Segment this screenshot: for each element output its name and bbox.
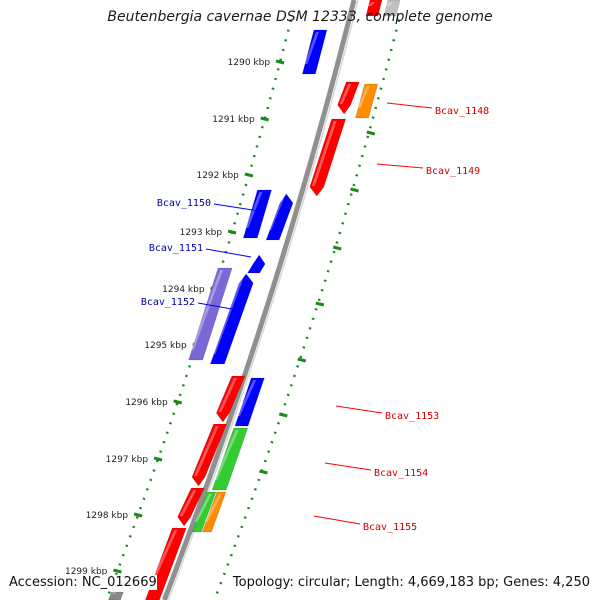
gene-bcav-1149 [309,118,347,197]
scale-tick-label: 1294 kbp [162,285,205,295]
scale-tick-mark [244,172,254,178]
gene-label-leader [213,203,260,212]
gene-bcav-1153-red [216,375,246,423]
scale-tick-label: 1296 kbp [125,398,168,408]
scale-tick-label: 1290 kbp [228,58,271,68]
gene-label-forward: Bcav_1155 [363,522,417,533]
gene-bcav-1152-blue [209,273,254,365]
gene-top-red [365,0,383,17]
scale-tick-mark [227,229,237,235]
gene-top-gray [383,0,401,17]
gene-bcav-1154-red-highlight [194,426,219,476]
map-title: Beutenbergia cavernae DSM 12333, complet… [107,9,493,25]
gene-bcav-1155-orange-highlight [204,494,222,522]
gene-bcav-1149-highlight [311,121,337,186]
gene-bcav-1150-b [265,193,294,241]
gene-bcav-1151-highlight [249,257,259,263]
scale-tick-mark [173,399,183,405]
gene-bcav-1154-red [191,423,228,487]
gene-reverse-1289 [302,29,328,75]
gene-bottom-gray [108,591,124,600]
scale-tick-label: 1297 kbp [106,455,149,465]
outer-track-dash [350,187,359,193]
accession-text: Accession: NC_012669 [9,575,157,590]
genome-backbone [162,0,357,600]
outer-track-dash [366,130,376,136]
gene-bottom-gray-highlight [110,590,117,594]
outer-track-dash [259,469,268,475]
gene-bcav-1155-green-highlight [194,494,212,522]
outer-track-dash [332,245,342,251]
outer-dotted-guide [213,19,401,600]
gene-bcav-1152-purple [188,267,233,361]
gene-bcav-1148-orange [355,83,379,119]
gene-label-forward: Bcav_1154 [374,468,428,479]
scale-tick-label: 1291 kbp [212,115,255,125]
gene-bcav-1153-blue-highlight [237,380,257,416]
scale-tick-label: 1298 kbp [86,511,129,521]
gene-bcav-1155-orange [201,491,227,533]
gene-top-gray-highlight [386,2,393,6]
gene-label-leader [386,102,433,109]
gene-bcav-1152-blue-highlight [212,276,245,354]
gene-reverse-1289-highlight [304,32,319,64]
scale-tick-label: 1292 kbp [196,171,239,181]
scale-tick-mark [275,59,285,65]
gene-bcav-1154-green [211,427,249,491]
gene-label-leader [335,405,383,414]
scale-tick-mark [133,512,143,518]
gene-bcav-1154-green-highlight [214,430,239,480]
outer-track-dash [278,412,288,418]
gene-label-forward: Bcav_1149 [426,166,480,177]
outer-track-dash [297,357,307,363]
gene-label-leader [197,302,244,312]
gene-label-leader [324,462,372,471]
scale-tick-mark [113,568,122,574]
gene-label-leader [205,248,252,258]
gene-top-red-highlight [368,2,375,6]
scale-tick-label: 1293 kbp [180,228,223,238]
gene-bcav-1153-red-highlight [218,378,237,412]
scale-tick-label: 1295 kbp [144,341,187,351]
gene-label-forward: Bcav_1148 [435,106,489,117]
gene-bcav-1152-purple-highlight [190,270,224,350]
gene-bcav-1155-red [177,487,205,527]
gene-label-reverse: Bcav_1151 [149,243,203,254]
gene-bcav-1155-green [191,491,217,533]
gene-bcav-1148-red-highlight [339,84,352,104]
gene-label-leader [376,163,424,169]
gene-label-leader [313,515,361,525]
gene-bcav-1148-red [337,81,360,115]
gene-label-reverse: Bcav_1150 [157,198,211,209]
scale-tick-mark [260,116,270,122]
gene-bcav-1148-orange-highlight [357,86,370,108]
gene-bcav-1150-b-highlight [268,196,285,230]
gene-bcav-1150-a [242,189,272,239]
gene-bcav-1155-red-highlight [179,490,197,516]
gene-label-forward: Bcav_1153 [385,411,439,422]
scale-tick-mark [153,456,163,462]
outer-track-dash [315,301,325,307]
gene-bcav-1151 [247,254,266,274]
gene-label-reverse: Bcav_1152 [141,297,195,308]
gene-bcav-1153-blue [234,377,265,427]
summary-text: Topology: circular; Length: 4,669,183 bp… [232,575,590,590]
scale-tick-label: 1299 kbp [65,567,108,577]
